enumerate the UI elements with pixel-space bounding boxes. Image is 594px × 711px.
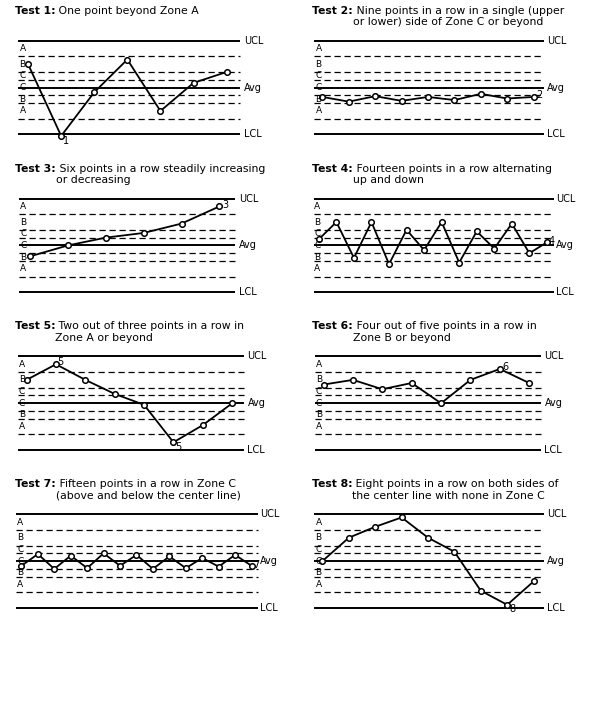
Text: C: C bbox=[19, 399, 25, 408]
Text: C: C bbox=[315, 545, 322, 554]
Text: C: C bbox=[315, 71, 322, 80]
Text: Avg: Avg bbox=[260, 556, 278, 566]
Text: UCL: UCL bbox=[260, 509, 279, 519]
Text: 6: 6 bbox=[502, 363, 508, 373]
Text: Test 5:: Test 5: bbox=[15, 321, 55, 331]
Text: A: A bbox=[20, 264, 26, 273]
Text: C: C bbox=[20, 83, 26, 92]
Text: LCL: LCL bbox=[244, 129, 261, 139]
Text: 8: 8 bbox=[509, 604, 516, 614]
Text: C: C bbox=[17, 557, 23, 566]
Text: B: B bbox=[316, 375, 322, 385]
Text: B: B bbox=[315, 60, 322, 69]
Text: Avg: Avg bbox=[556, 240, 574, 250]
Text: Avg: Avg bbox=[547, 82, 565, 92]
Text: Fifteen points in a row in Zone C
(above and below the center line): Fifteen points in a row in Zone C (above… bbox=[56, 479, 241, 501]
Text: A: A bbox=[20, 44, 26, 53]
Text: LCL: LCL bbox=[239, 287, 257, 297]
Text: C: C bbox=[20, 241, 26, 250]
Text: B: B bbox=[315, 533, 322, 542]
Text: C: C bbox=[316, 399, 322, 408]
Text: LCL: LCL bbox=[547, 603, 565, 613]
Text: C: C bbox=[17, 545, 23, 554]
Text: A: A bbox=[315, 107, 322, 115]
Text: A: A bbox=[17, 580, 23, 589]
Text: UCL: UCL bbox=[556, 193, 576, 203]
Text: Nine points in a row in a single (upper
or lower) side of Zone C or beyond: Nine points in a row in a single (upper … bbox=[353, 6, 564, 27]
Text: UCL: UCL bbox=[547, 36, 567, 46]
Text: UCL: UCL bbox=[547, 509, 567, 519]
Text: Two out of three points in a row in
Zone A or beyond: Two out of three points in a row in Zone… bbox=[55, 321, 245, 343]
Text: A: A bbox=[316, 360, 322, 369]
Text: C: C bbox=[314, 229, 321, 238]
Text: UCL: UCL bbox=[244, 36, 263, 46]
Text: UCL: UCL bbox=[248, 351, 267, 361]
Text: UCL: UCL bbox=[545, 351, 564, 361]
Text: Avg: Avg bbox=[239, 240, 257, 250]
Text: C: C bbox=[315, 83, 322, 92]
Text: A: A bbox=[19, 360, 25, 369]
Text: B: B bbox=[315, 568, 322, 577]
Text: LCL: LCL bbox=[547, 129, 565, 139]
Text: B: B bbox=[316, 410, 322, 419]
Text: C: C bbox=[20, 71, 26, 80]
Text: Test 3:: Test 3: bbox=[15, 164, 56, 173]
Text: 1: 1 bbox=[63, 136, 69, 146]
Text: A: A bbox=[315, 580, 322, 589]
Text: B: B bbox=[314, 218, 320, 227]
Text: A: A bbox=[19, 422, 25, 431]
Text: B: B bbox=[315, 95, 322, 104]
Text: A: A bbox=[20, 202, 26, 211]
Text: A: A bbox=[315, 518, 322, 527]
Text: A: A bbox=[315, 44, 322, 53]
Text: B: B bbox=[314, 252, 320, 262]
Text: B: B bbox=[17, 568, 23, 577]
Text: Six points in a row steadily increasing
or decreasing: Six points in a row steadily increasing … bbox=[56, 164, 265, 185]
Text: B: B bbox=[20, 252, 26, 262]
Text: 2: 2 bbox=[536, 90, 542, 100]
Text: B: B bbox=[19, 410, 25, 419]
Text: B: B bbox=[20, 95, 26, 104]
Text: A: A bbox=[314, 202, 320, 211]
Text: Eight points in a row on both sides of
the center line with none in Zone C: Eight points in a row on both sides of t… bbox=[352, 479, 559, 501]
Text: C: C bbox=[20, 229, 26, 238]
Text: Avg: Avg bbox=[547, 556, 565, 566]
Text: 5: 5 bbox=[175, 442, 181, 451]
Text: Test 1:: Test 1: bbox=[15, 6, 55, 16]
Text: LCL: LCL bbox=[545, 445, 562, 455]
Text: C: C bbox=[316, 387, 322, 396]
Text: 5: 5 bbox=[58, 358, 64, 368]
Text: A: A bbox=[17, 518, 23, 527]
Text: LCL: LCL bbox=[260, 603, 278, 613]
Text: C: C bbox=[315, 557, 322, 566]
Text: C: C bbox=[19, 387, 25, 396]
Text: 4: 4 bbox=[549, 236, 555, 246]
Text: Fourteen points in a row alternating
up and down: Fourteen points in a row alternating up … bbox=[353, 164, 552, 185]
Text: LCL: LCL bbox=[556, 287, 574, 297]
Text: B: B bbox=[20, 60, 26, 69]
Text: UCL: UCL bbox=[239, 193, 258, 203]
Text: Test 2:: Test 2: bbox=[312, 6, 353, 16]
Text: LCL: LCL bbox=[248, 445, 265, 455]
Text: B: B bbox=[17, 533, 23, 542]
Text: Four out of five points in a row in
Zone B or beyond: Four out of five points in a row in Zone… bbox=[353, 321, 536, 343]
Text: C: C bbox=[314, 241, 321, 250]
Text: A: A bbox=[20, 107, 26, 115]
Text: Test 7:: Test 7: bbox=[15, 479, 56, 489]
Text: B: B bbox=[19, 375, 25, 385]
Text: A: A bbox=[314, 264, 320, 273]
Text: B: B bbox=[20, 218, 26, 227]
Text: Test 8:: Test 8: bbox=[312, 479, 352, 489]
Text: Avg: Avg bbox=[545, 398, 563, 408]
Text: 3: 3 bbox=[222, 200, 229, 210]
Text: Test 4:: Test 4: bbox=[312, 164, 353, 173]
Text: One point beyond Zone A: One point beyond Zone A bbox=[55, 6, 199, 16]
Text: Avg: Avg bbox=[244, 82, 262, 92]
Text: Avg: Avg bbox=[248, 398, 266, 408]
Text: A: A bbox=[316, 422, 322, 431]
Text: 7: 7 bbox=[253, 560, 260, 570]
Text: Test 6:: Test 6: bbox=[312, 321, 353, 331]
